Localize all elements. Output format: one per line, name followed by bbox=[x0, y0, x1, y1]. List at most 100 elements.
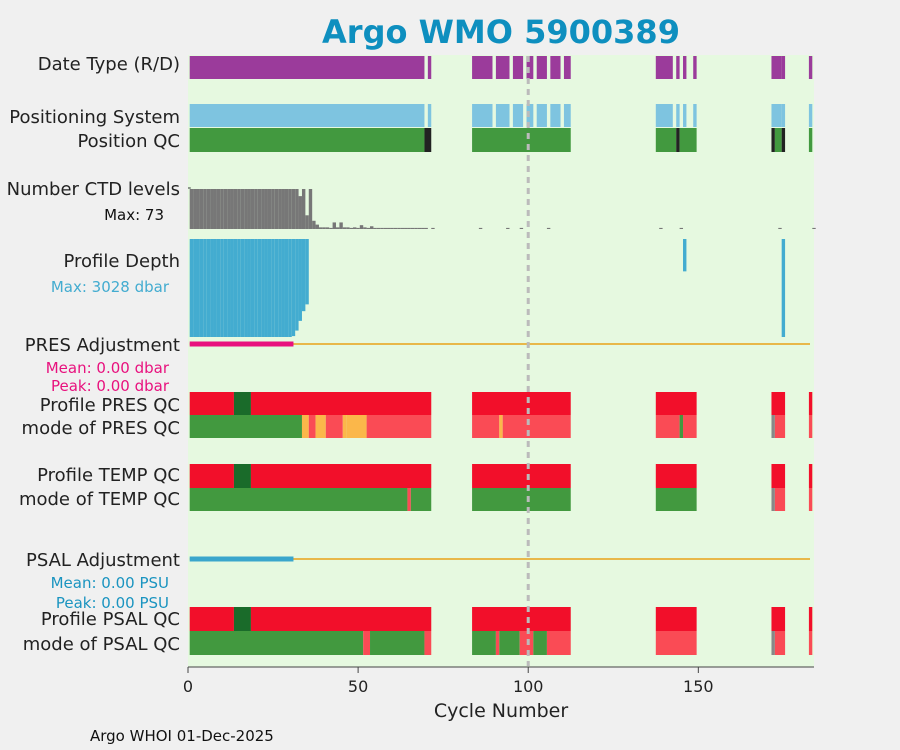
profile-depth-bar bbox=[220, 239, 224, 337]
ctd-level-bar bbox=[387, 227, 391, 229]
positioning-system-bar bbox=[563, 104, 571, 127]
ctd-level-bar bbox=[370, 226, 374, 229]
mode-psal-qc-bar bbox=[774, 631, 786, 655]
profile-psal-qc-bar bbox=[472, 607, 571, 631]
date-type-bar bbox=[563, 56, 571, 79]
profile-temp-qc-bar bbox=[189, 464, 234, 488]
ctd-level-bar bbox=[322, 227, 326, 229]
mode-psal-qc-bar bbox=[655, 631, 697, 655]
position-qc-bar bbox=[424, 128, 432, 152]
ctd-level-bar bbox=[281, 189, 285, 229]
ctd-level-bar bbox=[230, 189, 234, 229]
ctd-level-bar bbox=[295, 189, 299, 229]
ctd-level-bar bbox=[291, 189, 296, 229]
ctd-level-bar bbox=[210, 189, 214, 229]
ctd-level-bar bbox=[519, 227, 524, 229]
ctd-level-bar bbox=[267, 189, 272, 229]
positioning-system-bar bbox=[771, 104, 782, 127]
mode-psal-qc-bar bbox=[370, 631, 425, 655]
mode-pres-qc-bar bbox=[774, 415, 786, 438]
ctd-level-bar bbox=[659, 227, 663, 229]
ctd-level-bar bbox=[366, 227, 371, 229]
profile-depth-bar bbox=[298, 239, 302, 321]
profile-depth-bar bbox=[257, 239, 262, 337]
ctd-level-bar bbox=[264, 189, 268, 229]
ctd-level-bar bbox=[410, 227, 415, 229]
profile-depth-bar bbox=[230, 239, 234, 337]
profile-pres-qc-bar bbox=[771, 392, 786, 415]
profile-temp-qc-bar bbox=[808, 464, 813, 488]
ctd-level-bar bbox=[407, 227, 411, 229]
ctd-level-bar bbox=[227, 189, 231, 229]
ctd-level-bar bbox=[414, 227, 418, 229]
position-qc-bar bbox=[774, 128, 782, 152]
profile-depth-bar bbox=[237, 239, 241, 337]
profile-depth-bar bbox=[254, 239, 258, 337]
ctd-level-bar bbox=[329, 227, 333, 229]
date-type-bar bbox=[512, 56, 524, 79]
label-depth-max: Max: 3028 dbar bbox=[51, 278, 170, 296]
ctd-level-bar bbox=[376, 227, 381, 229]
ctd-level-bar bbox=[254, 189, 258, 229]
date-type-bar bbox=[771, 56, 782, 79]
profile-depth-bar bbox=[240, 239, 245, 337]
mode-psal-qc-bar bbox=[495, 631, 500, 655]
positioning-system-bar bbox=[189, 104, 425, 127]
mode-pres-qc-bar bbox=[366, 415, 432, 438]
x-tick-label: 150 bbox=[683, 677, 714, 696]
label-ctd-levels: Number CTD levels bbox=[7, 179, 180, 200]
profile-depth-bar bbox=[781, 239, 786, 337]
ctd-level-bar bbox=[203, 189, 207, 229]
profile-pres-qc-bar bbox=[655, 392, 697, 415]
ctd-level-bar bbox=[216, 189, 221, 229]
profile-depth-bar bbox=[271, 239, 275, 337]
profile-pres-qc-bar bbox=[808, 392, 813, 415]
label-psal-mean: Mean: 0.00 PSU bbox=[51, 574, 169, 592]
date-type-bar bbox=[550, 56, 561, 79]
date-type-bar bbox=[655, 56, 673, 79]
mode-pres-qc-bar bbox=[683, 415, 697, 438]
ctd-level-bar bbox=[220, 189, 224, 229]
ctd-level-bar bbox=[240, 189, 245, 229]
ctd-level-bar bbox=[359, 225, 364, 229]
position-qc-bar bbox=[472, 128, 571, 152]
ctd-level-bar bbox=[247, 189, 251, 229]
ctd-level-bar bbox=[206, 189, 211, 229]
position-qc-bar bbox=[655, 128, 677, 152]
profile-depth-bar bbox=[206, 239, 211, 337]
ctd-level-bar bbox=[250, 189, 255, 229]
profile-temp-qc-bar bbox=[250, 464, 432, 488]
profile-depth-bar bbox=[284, 239, 289, 337]
mode-psal-qc-bar bbox=[771, 631, 775, 655]
mode-pres-qc-bar bbox=[346, 415, 367, 438]
mode-psal-qc-bar bbox=[519, 631, 534, 655]
ctd-level-bar bbox=[679, 227, 684, 229]
label-profile-psal-qc: Profile PSAL QC bbox=[41, 609, 180, 630]
position-qc-bar bbox=[771, 128, 775, 152]
ctd-level-bar bbox=[305, 215, 309, 229]
label-pres-mean: Mean: 0.00 dbar bbox=[46, 359, 170, 377]
mode-temp-qc-bar bbox=[655, 488, 697, 511]
profile-depth-bar bbox=[213, 239, 217, 337]
mode-psal-qc-bar bbox=[499, 631, 520, 655]
label-psal-peak: Peak: 0.00 PSU bbox=[56, 594, 169, 612]
profile-depth-bar bbox=[261, 239, 265, 337]
profile-depth-bar bbox=[250, 239, 255, 337]
ctd-level-bar bbox=[199, 189, 204, 229]
profile-depth-bar bbox=[267, 239, 272, 337]
date-type-bar bbox=[683, 56, 687, 79]
ctd-level-bar bbox=[380, 227, 384, 229]
label-profile-pres-qc: Profile PRES QC bbox=[40, 395, 180, 416]
label-mode-psal-qc: mode of PSAL QC bbox=[23, 634, 180, 655]
label-mode-temp-qc: mode of TEMP QC bbox=[19, 489, 180, 510]
ctd-level-bar bbox=[308, 189, 313, 229]
profile-depth-bar bbox=[247, 239, 251, 337]
mode-pres-qc-bar bbox=[679, 415, 684, 438]
mode-temp-qc-bar bbox=[189, 488, 408, 511]
position-qc-bar bbox=[808, 128, 813, 152]
profile-depth-bar bbox=[233, 239, 238, 337]
ctd-level-bar bbox=[335, 227, 340, 229]
date-type-bar bbox=[808, 56, 813, 79]
ctd-level-bar bbox=[478, 227, 483, 229]
profile-depth-bar bbox=[216, 239, 221, 337]
